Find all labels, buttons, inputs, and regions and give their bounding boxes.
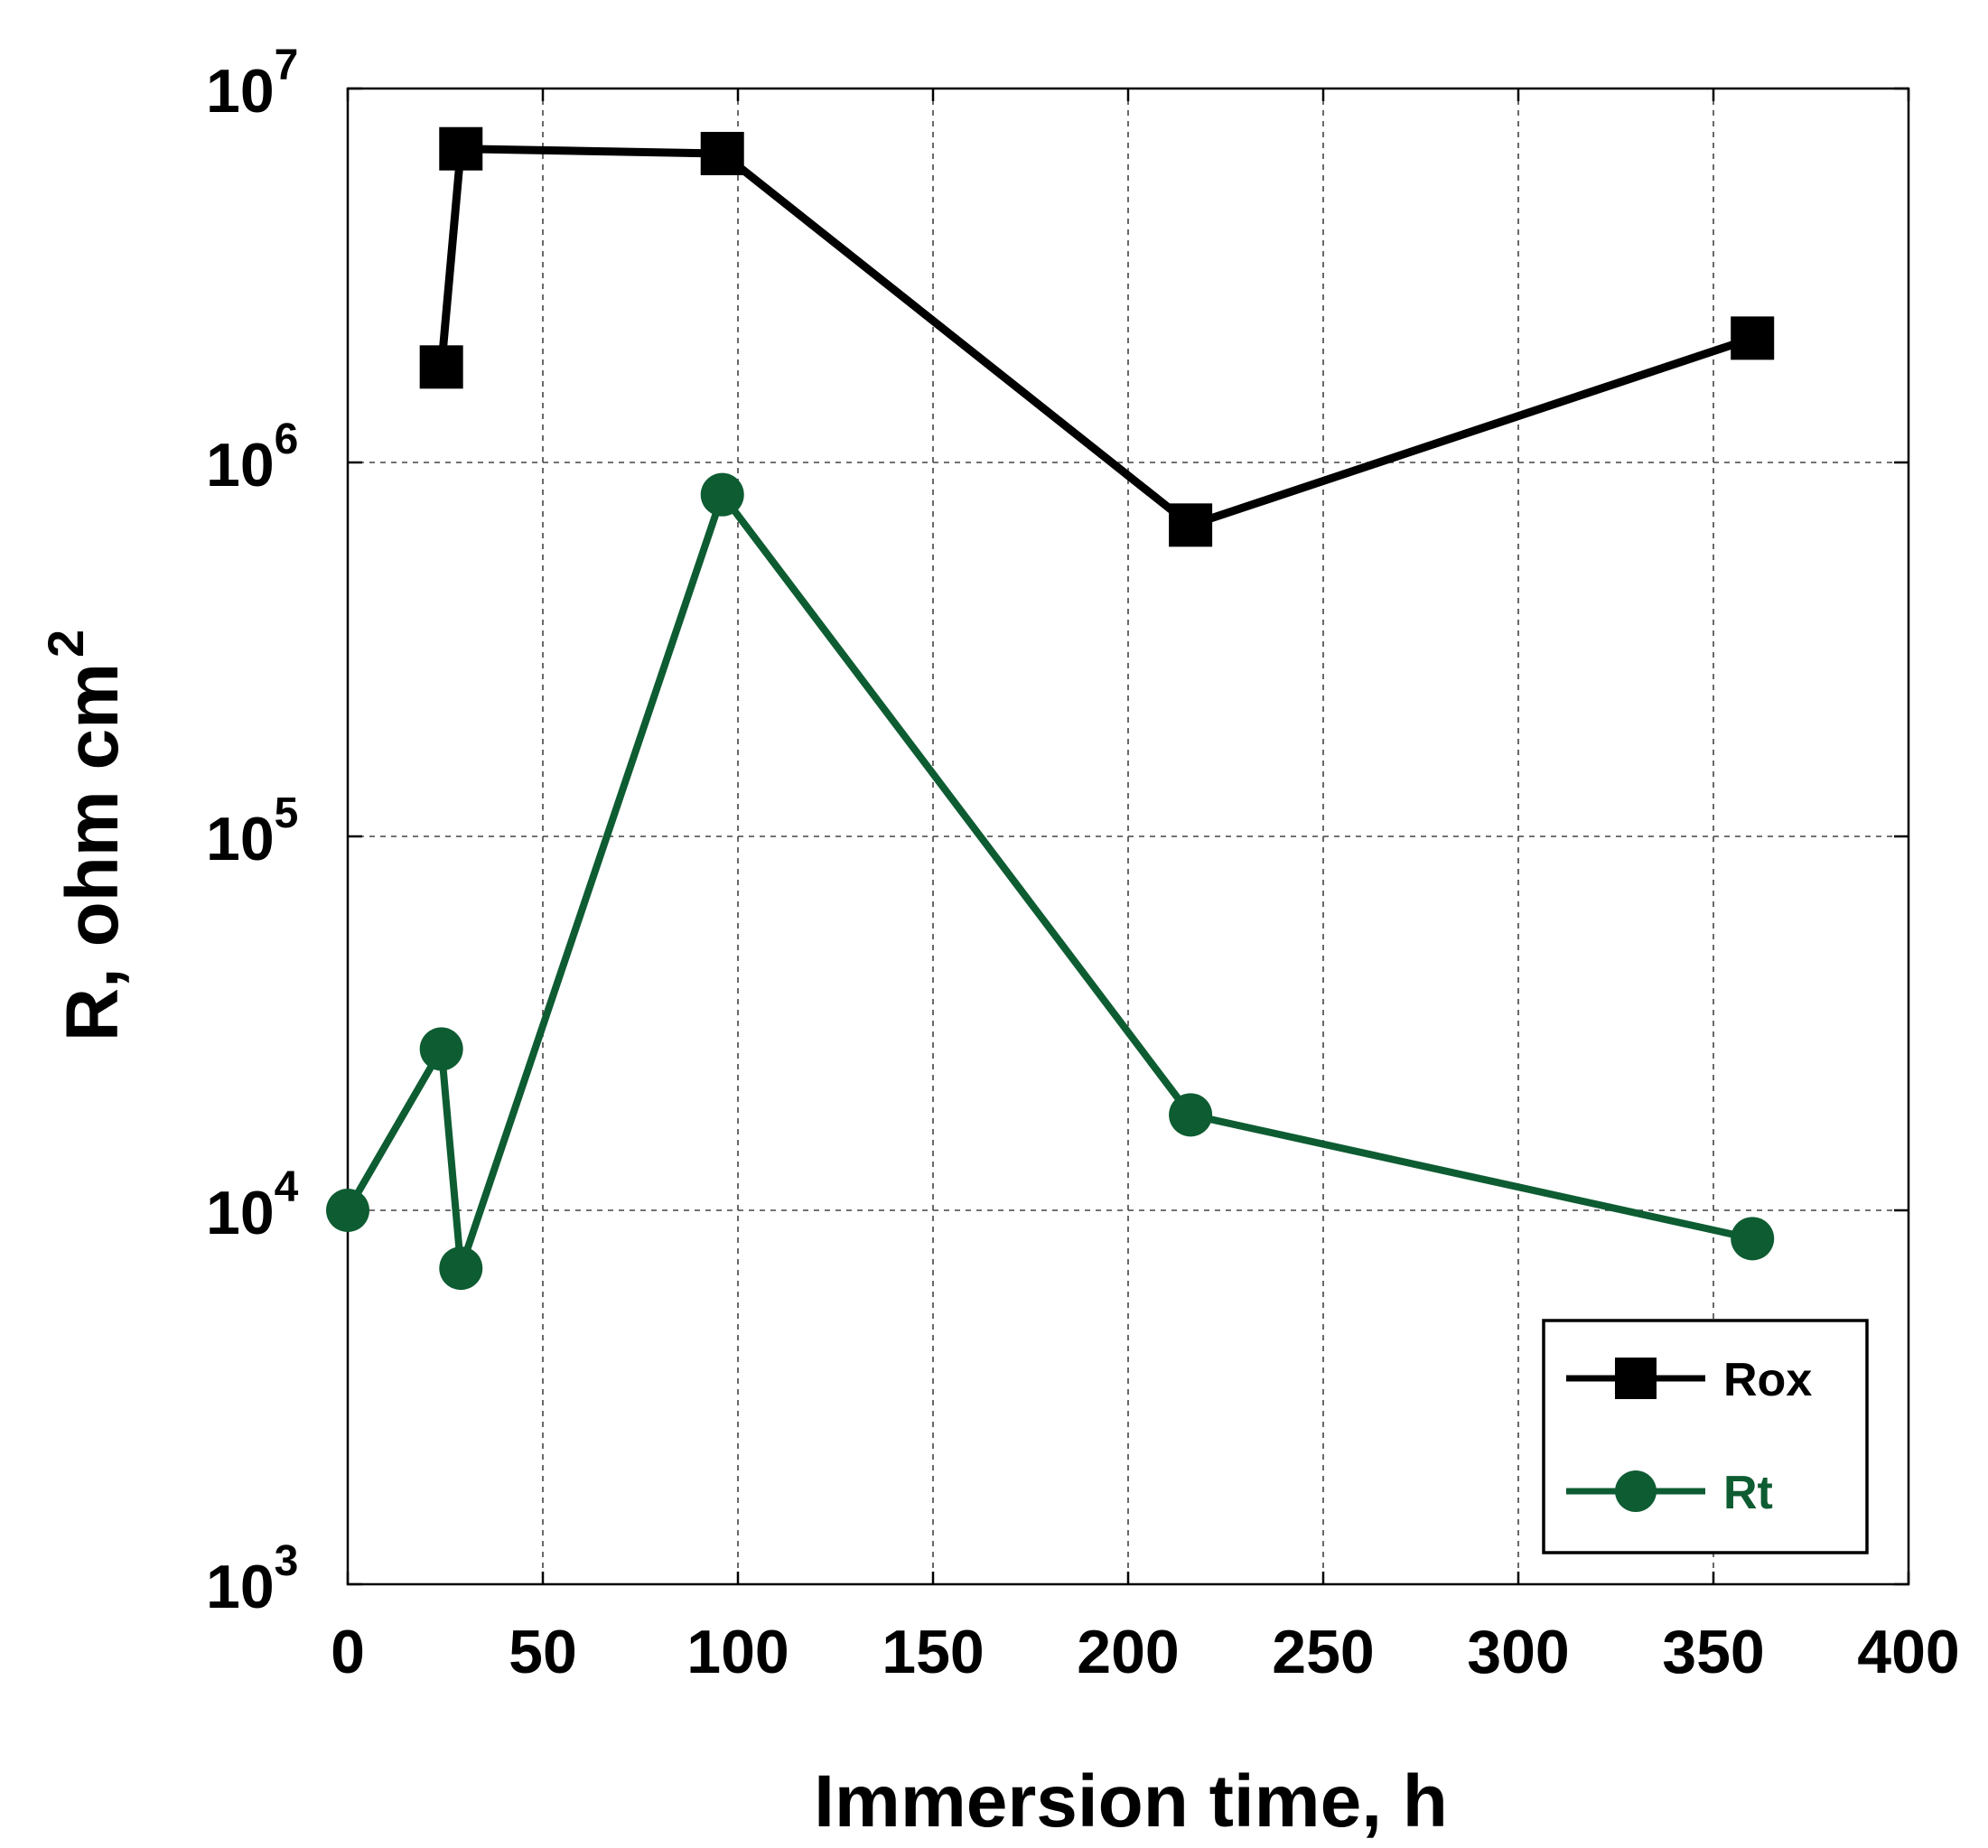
y-axis-title: R, ohm cm 2: [37, 630, 134, 1041]
x-tick-label: 50: [509, 1618, 577, 1686]
y-tick-label: 106: [206, 415, 298, 499]
x-tick-label: 300: [1467, 1618, 1569, 1686]
data-point-rox: [700, 132, 744, 176]
y-tick-exponent: 3: [275, 1537, 299, 1585]
x-tick-label: 100: [686, 1618, 789, 1686]
legend-label-rt: Rt: [1723, 1467, 1773, 1519]
series-line-rt: [344, 490, 1754, 1273]
legend-marker-rox: [1615, 1358, 1657, 1399]
y-tick-label: 107: [206, 42, 298, 126]
legend-box: [1542, 1319, 1869, 1554]
y-axis-title-superscript: 2: [37, 630, 94, 658]
x-tick-label: 400: [1857, 1618, 1959, 1686]
y-tick-base: 10: [206, 431, 275, 499]
y-tick-label: 103: [206, 1537, 298, 1621]
data-point-rt: [439, 1246, 483, 1291]
plot-frame: [346, 87, 1910, 1586]
x-tick-label: 350: [1662, 1618, 1764, 1686]
y-tick-label: 105: [206, 789, 298, 873]
x-axis-title: Immersion time, h: [814, 1760, 1448, 1843]
series-layer: [326, 126, 1775, 1291]
legend: Rox Rt: [1542, 1319, 1869, 1554]
data-point-rt: [700, 472, 744, 517]
data-point-rt: [1169, 1093, 1213, 1137]
data-point-rt: [1731, 1217, 1775, 1261]
x-tick-label: 250: [1272, 1618, 1374, 1686]
legend-marker-rt: [1615, 1470, 1657, 1512]
y-tick-exponent: 6: [275, 415, 299, 463]
data-point-rox: [439, 126, 483, 171]
y-tick-base: 10: [206, 1553, 275, 1621]
y-tick-exponent: 7: [275, 42, 299, 89]
x-tick-label: 0: [331, 1618, 365, 1686]
data-point-rox: [1731, 316, 1775, 360]
data-point-rox: [419, 345, 463, 389]
data-point-rt: [419, 1027, 463, 1071]
y-axis-title-base: R, ohm cm: [51, 663, 134, 1041]
y-tick-label: 104: [206, 1163, 299, 1247]
y-tick-base: 10: [206, 57, 275, 126]
y-tick-base: 10: [206, 805, 275, 873]
y-tick-exponent: 5: [275, 789, 299, 837]
y-tick-base: 10: [206, 1179, 275, 1247]
data-point-rox: [1169, 503, 1213, 547]
x-tick-label: 150: [882, 1618, 984, 1686]
legend-label-rox: Rox: [1723, 1354, 1812, 1406]
x-tick-labels: 0 50 100 150 200 250 300 350 400: [331, 1618, 1960, 1686]
y-tick-exponent: 4: [275, 1163, 299, 1211]
data-point-rt: [326, 1189, 369, 1232]
x-tick-label: 200: [1077, 1618, 1179, 1686]
series-line-rox: [437, 145, 1754, 529]
